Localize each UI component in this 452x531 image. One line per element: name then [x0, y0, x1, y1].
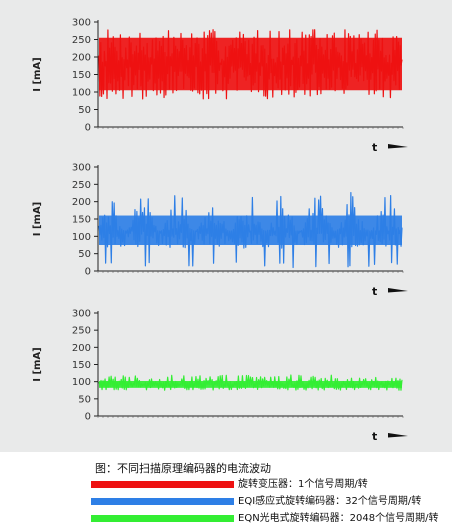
- series-line-2-0: [98, 374, 403, 391]
- y-tick-label-1-0: 0: [85, 267, 91, 278]
- y-tick-label-2-0: 0: [85, 412, 91, 423]
- series-band-0-0: [99, 37, 402, 91]
- legend-label-blue: EQI感应式旋转编码器：32个信号周期/转: [238, 496, 422, 507]
- y-tick-label-0-100: 100: [72, 88, 91, 99]
- x-axis-arrow-0: [388, 144, 408, 149]
- series-band-2-0: [99, 380, 402, 388]
- x-axis-arrow-1: [388, 288, 408, 293]
- y-tick-label-2-250: 250: [72, 326, 91, 337]
- x-axis-label-2: t: [372, 430, 377, 443]
- y-tick-label-0-200: 200: [72, 53, 91, 64]
- y-tick-label-2-50: 50: [78, 394, 91, 405]
- y-tick-label-2-200: 200: [72, 343, 91, 354]
- y-tick-label-0-300: 300: [72, 18, 91, 29]
- figure-caption: 图：不同扫描原理编码器的电流波动: [95, 462, 271, 475]
- y-tick-label-1-300: 300: [72, 163, 91, 174]
- legend-label-red: 旋转变压器：1个信号周期/转: [238, 479, 368, 490]
- legend-swatch-blue: [91, 498, 234, 505]
- y-tick-label-0-250: 250: [72, 35, 91, 46]
- y-tick-label-2-150: 150: [72, 360, 91, 371]
- y-axis-label-0: I [mA]: [32, 57, 43, 92]
- y-tick-label-1-150: 150: [72, 215, 91, 226]
- x-axis-arrow-2: [388, 433, 408, 438]
- y-tick-label-1-50: 50: [78, 249, 91, 260]
- y-tick-label-0-50: 50: [78, 105, 91, 116]
- y-tick-label-0-0: 0: [85, 123, 91, 134]
- y-tick-label-1-100: 100: [72, 232, 91, 243]
- y-tick-label-0-150: 150: [72, 70, 91, 81]
- x-axis-label-1: t: [372, 285, 377, 298]
- caption-area: 图：不同扫描原理编码器的电流波动 旋转变压器：1个信号周期/转 EQI感应式旋转…: [0, 452, 452, 531]
- y-axis-label-1: I [mA]: [32, 202, 43, 237]
- x-axis-label-0: t: [372, 141, 377, 154]
- legend-swatch-green: [91, 515, 234, 522]
- series-band-1-0: [99, 215, 402, 245]
- y-axis-label-2: I [mA]: [32, 347, 43, 382]
- y-tick-label-1-200: 200: [72, 197, 91, 208]
- chart-panel: 0 50 100 150 200 250 300 I [mA] t 0 50 100 150 200 250…: [0, 0, 452, 452]
- legend-label-green: EQN光电式旋转编码器：2048个信号周期/转: [238, 513, 439, 524]
- y-tick-label-2-100: 100: [72, 377, 91, 388]
- y-tick-label-2-300: 300: [72, 309, 91, 320]
- legend-swatch-red: [91, 481, 234, 488]
- charts-svg: 0 50 100 150 200 250 300 I [mA] t 0 50 100 150 200 250…: [32, 18, 408, 443]
- y-tick-label-1-250: 250: [72, 180, 91, 191]
